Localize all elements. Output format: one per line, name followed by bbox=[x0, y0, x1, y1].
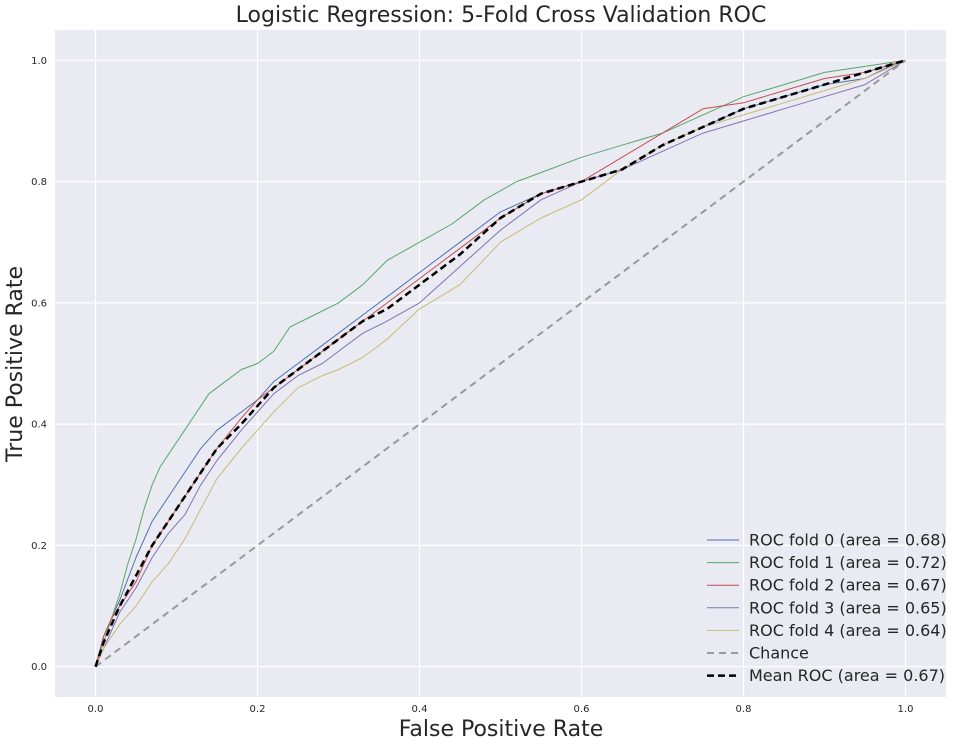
legend-label-6: Mean ROC (area = 0.67) bbox=[749, 666, 945, 685]
series-line-0 bbox=[95, 59, 906, 667]
x-tick-label: 0.2 bbox=[250, 704, 266, 715]
y-tick-label: 0.6 bbox=[31, 298, 47, 309]
chart-title: Logistic Regression: 5-Fold Cross Valida… bbox=[236, 3, 767, 28]
series-line-3 bbox=[95, 59, 906, 667]
series-lines bbox=[94, 59, 907, 668]
legend: ROC fold 0 (area = 0.68) ROC fold 1 (area… bbox=[707, 531, 947, 685]
y-tick-label: 0.2 bbox=[31, 541, 47, 552]
series-line-5 bbox=[94, 59, 907, 668]
series-line-1 bbox=[95, 59, 906, 667]
x-axis-label: False Positive Rate bbox=[399, 717, 603, 742]
x-tick-label: 0.8 bbox=[736, 704, 752, 715]
x-tick-label: 0.0 bbox=[88, 704, 104, 715]
x-tick-label: 0.6 bbox=[574, 704, 590, 715]
series-line-6 bbox=[94, 59, 906, 668]
legend-label-4: ROC fold 4 (area = 0.64) bbox=[749, 621, 947, 640]
legend-label-5: Chance bbox=[749, 644, 809, 663]
y-axis-ticks: 0.0 0.2 0.4 0.6 0.8 1.0 bbox=[31, 56, 47, 673]
y-axis-label: True Positive Rate bbox=[3, 266, 28, 463]
legend-label-0: ROC fold 0 (area = 0.68) bbox=[749, 531, 947, 550]
legend-label-2: ROC fold 2 (area = 0.67) bbox=[749, 576, 947, 595]
legend-label-1: ROC fold 1 (area = 0.72) bbox=[749, 553, 947, 572]
y-tick-label: 0.4 bbox=[31, 420, 47, 431]
x-tick-label: 0.4 bbox=[412, 704, 428, 715]
y-tick-label: 1.0 bbox=[31, 56, 47, 67]
legend-label-3: ROC fold 3 (area = 0.65) bbox=[749, 598, 947, 617]
y-tick-label: 0.0 bbox=[31, 662, 47, 673]
y-tick-label: 0.8 bbox=[31, 177, 47, 188]
x-axis-ticks: 0.0 0.2 0.4 0.6 0.8 1.0 bbox=[88, 704, 914, 715]
x-tick-label: 1.0 bbox=[898, 704, 914, 715]
